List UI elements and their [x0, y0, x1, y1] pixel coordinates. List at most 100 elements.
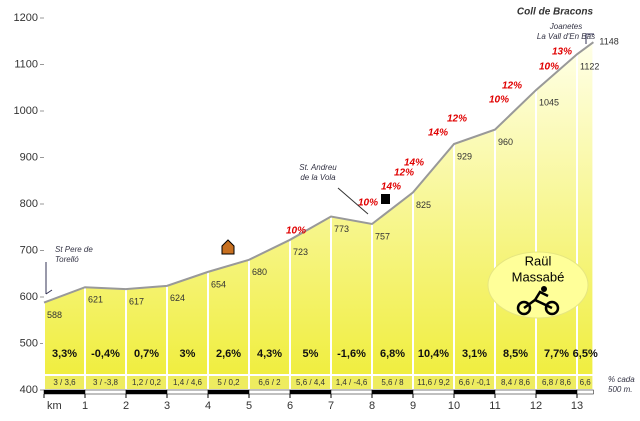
gradient-label: 3,3%	[52, 348, 77, 360]
y-tick-label: 1100	[14, 58, 38, 70]
profile-area	[44, 42, 594, 375]
km-bar	[248, 389, 291, 395]
x-tick-label: 10	[448, 400, 460, 412]
x-tick-label: 13	[571, 400, 583, 412]
y-tick-label: 900	[20, 151, 38, 163]
y-tick-label: 700	[20, 244, 38, 256]
gradient-label: 7,7%	[544, 348, 569, 360]
split-label: 5,6 / 8	[381, 378, 404, 387]
elevation-label: 624	[170, 293, 185, 303]
split-cell	[86, 376, 125, 389]
split-cell	[455, 376, 494, 389]
y-tick-label: 500	[20, 337, 38, 349]
split-cell	[537, 376, 576, 389]
split-cell	[291, 376, 330, 389]
split-label: 1,2 / 0,2	[132, 378, 161, 387]
x-tick-label: 7	[328, 400, 334, 412]
split-cell	[209, 376, 248, 389]
split-label: 8,4 / 8,6	[501, 378, 530, 387]
km-bar	[43, 389, 86, 395]
elevation-label: 680	[252, 267, 267, 277]
gradient-label: 10,4%	[418, 348, 449, 360]
split-cell	[168, 376, 207, 389]
pointer	[337, 187, 369, 215]
x-tick-label: 9	[410, 400, 416, 412]
km-bar	[371, 389, 414, 395]
place-label: St. Andreu	[299, 163, 337, 172]
split-cell	[127, 376, 166, 389]
x-tick-label: 6	[287, 400, 293, 412]
steep-label: 14%	[381, 182, 401, 193]
place-label: de la Vola	[300, 173, 336, 182]
place-label: St Pere de	[55, 245, 93, 254]
km-bar	[494, 389, 537, 395]
elevation-label: 825	[416, 200, 431, 210]
x-axis-label: km	[47, 400, 62, 412]
splits-note: 500 m.	[608, 385, 632, 394]
y-tick-label: 400	[20, 384, 38, 396]
split-cell	[332, 376, 371, 389]
gradient-label: 6,8%	[380, 348, 405, 360]
split-label: 1,4 / 4,6	[173, 378, 202, 387]
badge	[487, 251, 589, 319]
split-label: 6,8 / 8,6	[542, 378, 571, 387]
km-bar	[207, 389, 250, 395]
author-first: Raül	[525, 253, 552, 268]
elevation-label: 654	[211, 279, 226, 289]
elevation-label: 1148	[599, 37, 618, 47]
elevation-label: 588	[47, 310, 62, 320]
split-cell	[250, 376, 289, 389]
elevation-label: 929	[457, 151, 472, 161]
x-tick-label: 12	[530, 400, 542, 412]
gradient-label: 5%	[303, 348, 319, 360]
km-sign	[381, 194, 390, 204]
y-tick-label: 600	[20, 291, 38, 303]
wheel	[544, 300, 560, 316]
split-cell	[373, 376, 412, 389]
place-label: La Vall d'En Bas	[537, 32, 595, 41]
steep-label: 12%	[502, 81, 522, 92]
x-tick-label: 3	[164, 400, 170, 412]
steep-label: 14%	[404, 158, 424, 169]
y-tick-label: 800	[20, 198, 38, 210]
split-label: 5 / 0,2	[217, 378, 240, 387]
split-label: 11,6 / 9,2	[417, 378, 450, 387]
x-tick-label: 4	[205, 400, 211, 412]
steep-label: 10%	[286, 226, 306, 237]
gradient-label: 3,1%	[462, 348, 487, 360]
split-label: 6,6 / 2	[258, 378, 281, 387]
x-tick-label: 5	[246, 400, 252, 412]
x-tick-label: 1	[82, 400, 88, 412]
elevation-label: 1045	[539, 97, 559, 107]
km-bar	[412, 389, 455, 395]
split-label: 3 / -3,8	[93, 378, 118, 387]
y-tick-label: 1000	[14, 105, 38, 117]
gradient-label: 6,5%	[573, 348, 598, 360]
finish-marker	[585, 33, 594, 44]
author-badge: Raül Massabé	[487, 251, 589, 319]
split-cell	[414, 376, 453, 389]
x-tick-label: 2	[123, 400, 129, 412]
split-label: 3 / 3,6	[53, 378, 76, 387]
km-bar	[125, 389, 168, 395]
x-tick-label: 8	[369, 400, 375, 412]
gradient-label: -1,6%	[337, 348, 366, 360]
steep-label: 10%	[358, 198, 378, 209]
km-bar	[453, 389, 496, 395]
split-label: 5,6 / 4,4	[296, 378, 325, 387]
steep-label: 13%	[552, 47, 572, 58]
gradient-label: 2,6%	[216, 348, 241, 360]
splits-note: % cada	[608, 375, 635, 384]
split-cell	[496, 376, 535, 389]
split-label: 1,4 / -4,6	[336, 378, 368, 387]
gradient-label: 8,5%	[503, 348, 528, 360]
start-marker	[45, 262, 53, 295]
chart-title: Coll de Bracons	[517, 7, 594, 18]
y-tick-label: 1200	[14, 12, 38, 24]
x-tick-label: 11	[489, 400, 500, 412]
steep-label: 12%	[394, 168, 414, 179]
cyclist	[523, 290, 553, 310]
elevation-label: 723	[293, 247, 308, 257]
